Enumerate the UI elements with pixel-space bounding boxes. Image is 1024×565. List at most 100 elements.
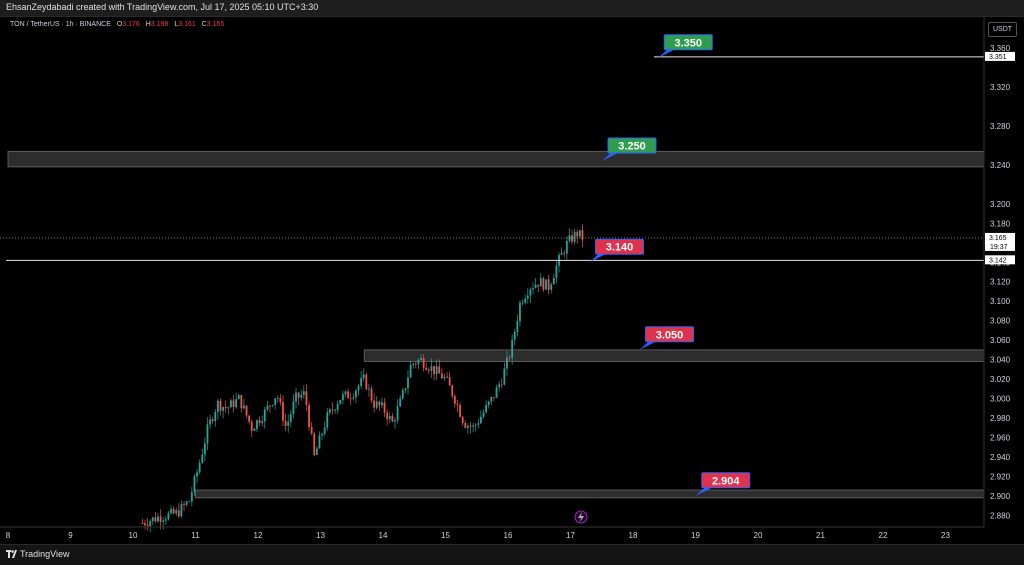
- candle-body-63: [305, 391, 308, 405]
- candle-body-167: [576, 231, 579, 237]
- candle-body-159: [555, 265, 558, 278]
- candle-body-80: [349, 398, 352, 400]
- candle-body-15: [180, 504, 183, 517]
- candle-body-142: [511, 339, 514, 358]
- candle-body-64: [308, 404, 310, 428]
- price-tick-18: 2.940: [990, 453, 1011, 462]
- candle-body-90: [375, 401, 378, 408]
- candle-body-40: [245, 405, 248, 416]
- candle-body-34: [230, 400, 232, 408]
- candle-body-7: [159, 516, 162, 522]
- annotation-box-5: [701, 472, 751, 489]
- candle-body-78: [344, 391, 347, 395]
- candle-body-52: [276, 398, 279, 399]
- time-tick-1: 8: [6, 531, 11, 540]
- candle-body-111: [430, 366, 433, 371]
- candle-body-11: [170, 508, 172, 514]
- candle-body-30: [219, 400, 222, 411]
- candle-body-10: [167, 513, 170, 520]
- candle-body-19: [190, 492, 193, 502]
- candle-body-88: [370, 388, 373, 401]
- candle-body-48: [266, 405, 269, 410]
- candle-body-42: [250, 421, 253, 431]
- price-tick-12: 3.060: [990, 336, 1011, 345]
- candle-body-126: [469, 425, 472, 427]
- time-tick-7: 14: [379, 531, 388, 540]
- close-label: C: [201, 21, 207, 28]
- annotation-label-5: 2.904: [712, 475, 740, 487]
- low-value: 3.161: [178, 21, 196, 28]
- price-axis[interactable]: 3.3603.3203.2803.2403.2003.1803.1603.140…: [985, 44, 1015, 520]
- candle-body-66: [313, 433, 316, 455]
- candle-body-43: [253, 428, 256, 431]
- candle-body-168: [578, 230, 581, 237]
- time-tick-6: 13: [316, 531, 325, 540]
- candle-body-83: [357, 385, 360, 391]
- candle-body-147: [524, 298, 527, 303]
- candle-body-28: [214, 412, 217, 422]
- candle-body-141: [508, 357, 511, 359]
- candle-body-114: [438, 366, 441, 374]
- chart-background: [0, 17, 1024, 544]
- candle-body-35: [232, 400, 235, 408]
- candle-body-70: [323, 427, 326, 434]
- candle-body-166: [573, 231, 576, 242]
- candle-body-152: [537, 284, 540, 287]
- price-tick-16: 2.980: [990, 414, 1011, 423]
- candle-body-75: [336, 403, 339, 410]
- candle-body-154: [542, 278, 545, 290]
- candle-body-41: [248, 415, 251, 422]
- candle-body-65: [310, 427, 313, 434]
- candle-body-146: [521, 302, 524, 304]
- flash-icon[interactable]: [574, 510, 588, 524]
- footer-bar: TradingView: [0, 544, 1024, 565]
- candle-body-119: [451, 385, 454, 397]
- time-tick-5: 12: [254, 531, 263, 540]
- candle-body-94: [386, 412, 389, 420]
- candle-body-97: [394, 420, 396, 422]
- candle-body-100: [401, 390, 404, 399]
- candle-body-38: [240, 395, 243, 409]
- candle-body-89: [373, 400, 376, 408]
- candle-body-101: [404, 388, 407, 391]
- candle-body-31: [222, 407, 225, 411]
- candle-body-0: [141, 523, 144, 524]
- annotation-box-3: [595, 238, 644, 255]
- candle-body-12: [172, 508, 175, 514]
- candle-body-122: [459, 404, 461, 417]
- candle-body-69: [321, 433, 323, 436]
- price-tick-11: 3.080: [990, 317, 1011, 326]
- annotation-pointer-2: [602, 151, 620, 162]
- candle-body-156: [547, 279, 550, 290]
- candle-body-158: [552, 277, 555, 285]
- candle-body-95: [388, 415, 391, 420]
- candle-body-132: [485, 404, 488, 413]
- annotation-label-2: 3.250: [618, 140, 646, 152]
- time-tick-15: 22: [879, 531, 888, 540]
- price-tick-3: 3.280: [990, 122, 1011, 131]
- sr-zone-3: [195, 489, 985, 499]
- candle-body-131: [482, 412, 485, 417]
- candle-body-127: [472, 425, 475, 427]
- candle-body-82: [355, 390, 357, 398]
- candle-body-37: [237, 395, 240, 400]
- candle-body-49: [269, 405, 271, 407]
- candle-body-164: [568, 235, 571, 241]
- candle-body-103: [409, 365, 412, 378]
- high-value: 3.198: [150, 21, 169, 28]
- candle-body-162: [563, 252, 566, 254]
- attribution-bar: EhsanZeydabadi created with TradingView.…: [0, 0, 1024, 17]
- symbol-legend: TON / TetherUS · 1h · BINANCE O3.176 H3.…: [10, 21, 224, 28]
- candle-body-130: [480, 416, 482, 424]
- time-tick-9: 16: [504, 531, 513, 540]
- candle-body-129: [477, 423, 480, 425]
- tradingview-brand: TradingView: [6, 549, 70, 559]
- time-tick-3: 10: [129, 531, 138, 540]
- candle-body-81: [352, 397, 355, 399]
- candle-body-21: [196, 472, 198, 477]
- currency-button[interactable]: USDT: [988, 22, 1017, 37]
- time-axis[interactable]: 8 9 10 11 12 13 14 15 16 17 18 19 20 21 22 23: [6, 531, 951, 540]
- level-badge-2-bg: [985, 255, 1015, 265]
- candle-body-3: [149, 521, 152, 527]
- price-chart[interactable]: 3.350 3.250 3.140 3.050 2.904 3.360 3.320 3.28…: [0, 17, 1024, 544]
